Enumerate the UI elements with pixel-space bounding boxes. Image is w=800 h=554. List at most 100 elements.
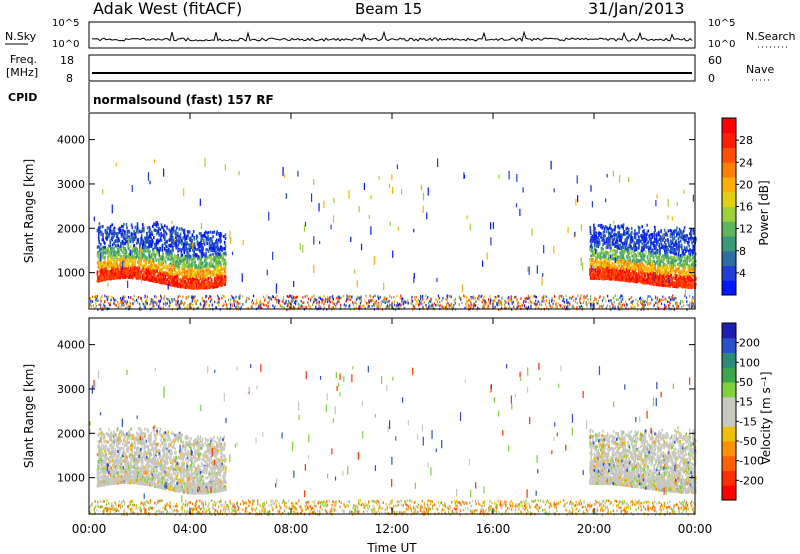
- echo-point: [130, 267, 133, 271]
- echo-point: [106, 231, 109, 235]
- echo-point: [651, 260, 654, 264]
- echo-point: [181, 273, 183, 277]
- echo-point: [186, 230, 189, 234]
- echo-point: [674, 229, 676, 233]
- echo-point: [150, 278, 153, 282]
- echo-point: [661, 237, 664, 241]
- echo-point: [102, 245, 105, 249]
- echo-point: [649, 237, 651, 241]
- echo-point: [630, 265, 633, 269]
- echo-point: [199, 270, 202, 274]
- echo-point: [175, 257, 178, 261]
- echo-point: [175, 275, 177, 279]
- echo-point: [221, 247, 224, 251]
- echo-point: [211, 281, 213, 285]
- echo-point: [657, 267, 659, 271]
- echo-point: [224, 244, 227, 248]
- echo-point: [627, 247, 629, 251]
- echo-point: [659, 235, 661, 239]
- echo-point: [619, 258, 622, 262]
- echo-point: [685, 281, 687, 285]
- echo-point: [99, 225, 102, 229]
- echo-point: [688, 285, 691, 289]
- echo-point: [142, 273, 144, 277]
- echo-point: [667, 229, 670, 233]
- echo-point: [606, 266, 608, 270]
- echo-point: [617, 272, 620, 276]
- echo-point: [194, 264, 196, 268]
- echo-point: [137, 240, 139, 244]
- echo-point: [679, 254, 682, 258]
- echo-point: [190, 278, 192, 282]
- echo-point: [669, 279, 672, 283]
- echo-point: [589, 225, 592, 229]
- echo-point: [99, 274, 101, 278]
- echo-point: [646, 256, 649, 260]
- echo-point: [647, 277, 650, 281]
- echo-point: [161, 277, 163, 281]
- echo-point: [144, 262, 147, 266]
- echo-point: [684, 257, 686, 261]
- echo-point: [113, 234, 116, 238]
- echo-point: [170, 252, 173, 256]
- echo-point: [692, 239, 695, 243]
- echo-point: [656, 269, 658, 273]
- echo-point: [201, 249, 203, 253]
- echo-point: [199, 264, 201, 268]
- echo-point: [161, 267, 163, 271]
- echo-point: [104, 247, 106, 251]
- echo-point: [223, 282, 226, 286]
- echo-point: [143, 245, 146, 249]
- echo-point: [137, 237, 140, 241]
- echo-point: [181, 267, 184, 271]
- echo-point: [108, 274, 111, 278]
- echo-point: [120, 266, 123, 270]
- echo-point: [195, 273, 198, 277]
- echo-point: [190, 269, 193, 273]
- nave-tick-60: 60: [708, 54, 722, 67]
- echo-point: [138, 229, 141, 233]
- echo-point: [200, 242, 203, 246]
- echo-point: [134, 225, 137, 229]
- echo-point: [147, 277, 149, 281]
- echo-point: [187, 261, 190, 265]
- echo-point: [616, 260, 618, 264]
- echo-point: [176, 284, 179, 288]
- echo-point: [644, 272, 647, 276]
- echo-point: [158, 239, 161, 243]
- echo-point: [668, 243, 670, 247]
- echo-point: [621, 241, 624, 245]
- echo-point: [101, 255, 104, 259]
- echo-point: [224, 252, 227, 256]
- echo-point: [647, 247, 650, 251]
- echo-point: [638, 265, 640, 269]
- echo-point: [609, 269, 611, 273]
- echo-point: [105, 275, 108, 279]
- echo-point: [219, 232, 222, 236]
- echo-point: [163, 259, 166, 263]
- echo-point: [601, 226, 604, 230]
- echo-point: [623, 258, 626, 262]
- echo-point: [592, 250, 594, 254]
- echo-point: [646, 277, 649, 281]
- echo-point: [170, 256, 173, 260]
- power-echo-layer: [89, 157, 697, 312]
- cpid-text: normalsound (fast) 157 RF: [93, 93, 274, 107]
- echo-point: [216, 257, 218, 261]
- echo-point: [114, 271, 117, 275]
- echo-point: [135, 229, 138, 233]
- echo-point: [204, 274, 207, 278]
- echo-point: [596, 276, 599, 280]
- echo-point: [674, 240, 677, 244]
- echo-point: [684, 247, 687, 251]
- echo-point: [668, 261, 670, 265]
- echo-point: [107, 235, 110, 239]
- echo-point: [158, 246, 161, 250]
- echo-point: [145, 257, 148, 261]
- echo-point: [637, 225, 640, 229]
- echo-point: [618, 275, 620, 279]
- echo-point: [661, 257, 663, 261]
- echo-point: [111, 256, 113, 260]
- echo-point: [655, 274, 658, 278]
- echo-point: [165, 270, 167, 274]
